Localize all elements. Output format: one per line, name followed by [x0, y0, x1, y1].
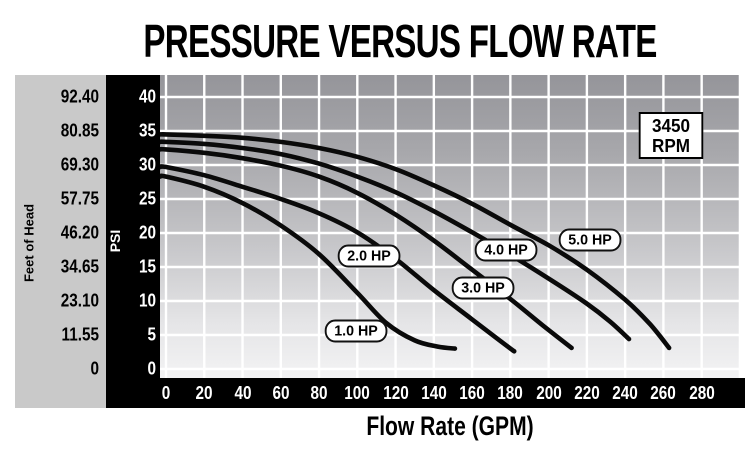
- psi-tick-label: 10: [138, 290, 156, 311]
- gpm-tick-label: 120: [382, 383, 409, 403]
- x-axis-band: 0 20 40 60 80 100 120 140 160 180 200 220 240 260 280: [106, 378, 745, 408]
- feet-tick-label: 0: [90, 358, 99, 379]
- curve-label-1-0-hp: 1.0 HP: [324, 319, 388, 343]
- gpm-tick-label: 100: [344, 383, 371, 403]
- gpm-tick-label: 280: [688, 383, 715, 403]
- gpm-tick-label: 160: [459, 383, 485, 403]
- pump-curve-2-0-hp: [160, 164, 517, 354]
- chart-title: PRESSURE VERSUS FLOW RATE: [143, 15, 657, 67]
- gpm-tick-label: 240: [612, 383, 638, 403]
- feet-tick-label: 69.30: [60, 154, 99, 175]
- feet-of-head-axis-band: 92.40 80.85 69.30 57.75 46.20 34.65 23.10 11.55…: [15, 75, 106, 408]
- psi-tick-label: 40: [138, 86, 156, 107]
- gpm-tick-label: 180: [497, 383, 524, 403]
- feet-tick-label: 23.10: [60, 290, 99, 311]
- x-axis-title: Flow Rate (GPM): [366, 411, 534, 441]
- psi-tick-label: 5: [147, 324, 156, 345]
- pump-curve-5-0-hp: [160, 132, 672, 351]
- feet-tick-label: 34.65: [60, 256, 99, 277]
- feet-tick-label: 80.85: [60, 120, 99, 141]
- y-axis-title-feet-of-head: Feet of Head: [21, 203, 37, 283]
- feet-tick-label: 57.75: [60, 188, 99, 209]
- pump-curve-4-0-hp: [160, 139, 632, 342]
- feet-tick-label: 11.55: [61, 324, 99, 345]
- feet-tick-label: 46.20: [60, 222, 99, 243]
- gpm-tick-label: 260: [650, 383, 677, 403]
- curve-label-5-0-hp: 5.0 HP: [558, 228, 622, 252]
- psi-axis-band: 40 35 30 25 20 15 10 5 0: [106, 75, 160, 408]
- psi-tick-label: 35: [138, 120, 156, 141]
- gpm-tick-label: 40: [234, 383, 252, 403]
- gpm-tick-label: 220: [574, 383, 600, 403]
- curve-label-2-0-hp: 2.0 HP: [337, 244, 401, 268]
- pump-curve-1-0-hp: [160, 173, 458, 351]
- gpm-tick-label: 0: [161, 383, 171, 403]
- curve-label-4-0-hp: 4.0 HP: [474, 238, 538, 262]
- feet-tick-label: 92.40: [60, 86, 99, 107]
- psi-tick-label: 0: [147, 358, 156, 379]
- gpm-tick-label: 60: [272, 383, 290, 403]
- pump-curve-3-0-hp: [160, 146, 574, 351]
- rpm-unit: RPM: [651, 135, 690, 156]
- gpm-tick-label: 140: [421, 383, 447, 403]
- y-axis-title-psi: PSI: [107, 229, 123, 253]
- rpm-value: 3450: [651, 115, 690, 136]
- psi-tick-label: 15: [138, 256, 156, 277]
- gpm-tick-label: 20: [195, 383, 213, 403]
- gpm-tick-label: 80: [310, 383, 328, 403]
- psi-tick-label: 25: [138, 188, 156, 209]
- rpm-annotation: 3450 RPM: [638, 112, 703, 160]
- psi-tick-label: 30: [138, 154, 156, 175]
- curve-label-3-0-hp: 3.0 HP: [451, 276, 515, 300]
- plot-area: 3450 RPM 1.0 HP 2.0 HP 3.0 HP 4.0 HP 5.0 HP: [160, 75, 741, 378]
- gpm-tick-label: 200: [535, 383, 562, 403]
- psi-tick-label: 20: [138, 222, 156, 243]
